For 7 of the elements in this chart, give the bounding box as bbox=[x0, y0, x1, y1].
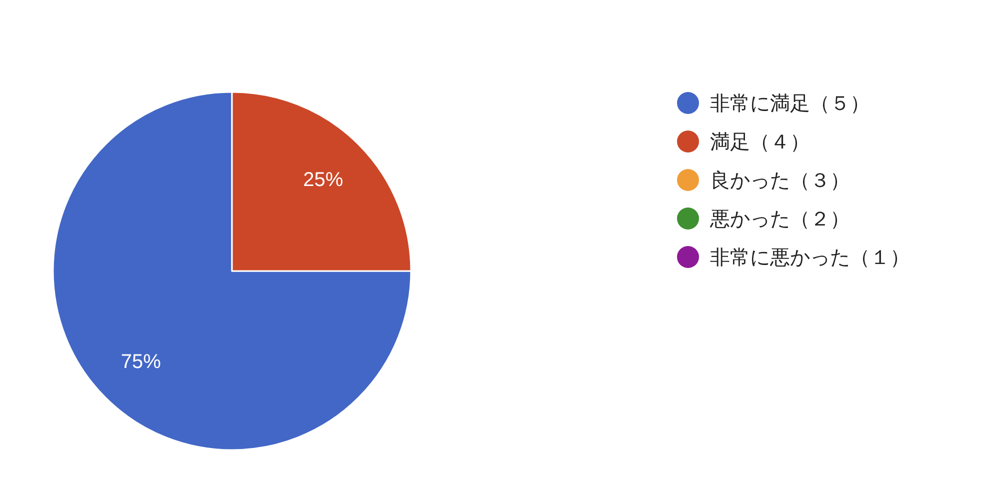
legend-label: 非常に満足（５） bbox=[710, 91, 870, 115]
legend-label: 悪かった（２） bbox=[709, 206, 850, 230]
legend-label: 非常に悪かった（１） bbox=[710, 245, 910, 269]
data-label: 25% bbox=[303, 168, 344, 191]
legend-label: 良かった（３） bbox=[710, 168, 850, 192]
legend-label: 満足（４） bbox=[710, 130, 810, 154]
data-label: 75% bbox=[120, 351, 162, 374]
